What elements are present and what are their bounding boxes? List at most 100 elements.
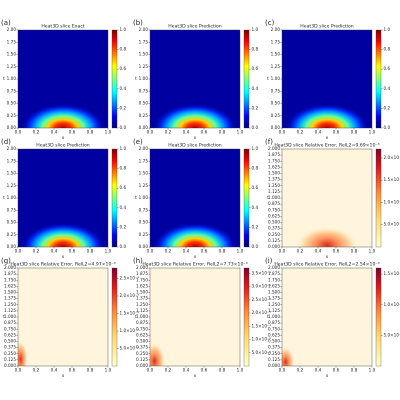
x-tick-label: 0.0 xyxy=(279,130,286,135)
panel-title: Heat3D slice Relative Error, RelL2=7.73×… xyxy=(142,262,247,268)
colorbar-tick-label: 0.2 xyxy=(120,224,127,229)
panel-label: (g) xyxy=(1,257,11,265)
x-tick-label: 0.2 xyxy=(297,249,304,254)
y-tick-label: 1.25 xyxy=(7,183,17,188)
colorbar-tick-label: 0.8 xyxy=(120,166,127,171)
colorbar-tick-label: 0.4 xyxy=(252,205,259,210)
y-tick-label: 1.00 xyxy=(7,76,17,81)
colorbar-tick-label: 0.4 xyxy=(384,86,391,91)
y-tick-label: 0.25 xyxy=(7,232,17,237)
field-hot xyxy=(18,30,108,128)
y-tick-label: 1.750 xyxy=(136,277,148,282)
panel: (f) Heat3D slice Relative Error, RelL2=9.… xyxy=(265,138,400,259)
x-tick-label: 0.8 xyxy=(87,368,94,373)
y-tick-label: 1.875 xyxy=(268,152,280,157)
y-tick-label: 1.000 xyxy=(4,314,16,319)
y-tick-label: 1.750 xyxy=(268,277,280,282)
colorbar-tick-label: 0.4 xyxy=(120,86,127,91)
x-tick-label: 0.0 xyxy=(15,249,22,254)
x-tick-label: 1.0 xyxy=(105,249,112,254)
panel-title: Heat3D slice Prediction xyxy=(168,24,221,30)
y-axis-label: t xyxy=(267,314,269,319)
y-tick-label: 1.625 xyxy=(268,164,280,169)
colorbar-tick-label: 1.0 xyxy=(252,27,259,32)
x-tick-label: 1.0 xyxy=(369,368,376,373)
y-tick-label: 0.50 xyxy=(7,220,17,225)
y-tick-label: 0.500 xyxy=(136,339,148,344)
y-tick-label: 0.750 xyxy=(268,326,280,331)
x-tick-label: 0.0 xyxy=(147,368,154,373)
panel-title: Heat3D slice Relative Error, RelL2=4.97×… xyxy=(10,262,115,268)
y-tick-label: 0.000 xyxy=(268,363,280,368)
x-tick-label: 0.4 xyxy=(51,368,58,373)
panel-title: Heat3D slice Relative Error, RelL2=9.69×… xyxy=(274,143,379,149)
y-tick-label: 1.375 xyxy=(268,296,280,301)
y-tick-label: 1.625 xyxy=(268,283,280,288)
y-tick-label: 2.00 xyxy=(7,27,17,32)
y-tick-label: 0.50 xyxy=(139,101,149,106)
y-axis-label: t xyxy=(135,195,137,200)
y-tick-label: 1.25 xyxy=(7,64,17,69)
colorbar-tick-label: 1.0×10⁻³ xyxy=(384,199,400,204)
x-tick-label: 0.4 xyxy=(183,249,190,254)
colorbar-tick-label: 5.0×10⁻⁴ xyxy=(384,332,400,337)
field-hot xyxy=(18,340,28,366)
y-tick-label: 1.875 xyxy=(4,271,16,276)
colorbar xyxy=(111,29,118,129)
colorbar xyxy=(243,29,250,129)
colorbar-tick-label: 1.5×10⁻³ xyxy=(120,311,140,316)
y-tick-label: 0.50 xyxy=(139,220,149,225)
colorbar-tick-label: 0.2 xyxy=(120,105,127,110)
y-tick-label: 1.875 xyxy=(268,271,280,276)
y-tick-label: 0.750 xyxy=(268,207,280,212)
y-tick-label: 1.75 xyxy=(139,158,149,163)
x-tick-label: 0.0 xyxy=(15,130,22,135)
y-tick-label: 1.50 xyxy=(139,52,149,57)
panel: (e) Heat3D slice Prediction 0.0 0.2 0.4 0.6 0.… xyxy=(133,138,258,259)
y-tick-label: 1.750 xyxy=(268,158,280,163)
colorbar-tick-label: 2.5×10⁻³ xyxy=(252,297,272,302)
y-tick-label: 0.50 xyxy=(271,101,281,106)
field xyxy=(150,30,240,128)
panel-label: (i) xyxy=(265,257,273,265)
colorbar-tick-label: 3.5×10⁻³ xyxy=(252,270,272,275)
y-tick-label: 0.00 xyxy=(7,244,17,249)
colorbar-tick-label: 0.6 xyxy=(252,66,259,71)
colorbar-tick-label: 1.5×10⁻³ xyxy=(384,271,400,276)
colorbar-tick-label: 3.0×10⁻³ xyxy=(252,284,272,289)
x-tick-label: 0.8 xyxy=(351,368,358,373)
y-tick-label: 0.500 xyxy=(268,339,280,344)
y-tick-label: 2.00 xyxy=(7,146,17,151)
y-tick-label: 2.00 xyxy=(139,27,149,32)
field-bg xyxy=(18,268,108,366)
x-tick-label: 0.2 xyxy=(33,130,40,135)
y-tick-label: 0.75 xyxy=(7,207,17,212)
colorbar-tick-label: 1.0 xyxy=(252,146,259,151)
x-tick-label: 0.0 xyxy=(147,130,154,135)
y-axis-label: t xyxy=(3,195,5,200)
x-tick-label: 0.6 xyxy=(69,130,76,135)
colorbar-tick-label: 1.0 xyxy=(384,27,391,32)
panel: (c) Heat3D slice Prediction 0.0 0.2 0.4 0.6 0.… xyxy=(265,19,390,140)
colorbar-tick-label: 0.6 xyxy=(120,185,127,190)
y-tick-label: 0.00 xyxy=(271,125,281,130)
y-tick-label: 0.375 xyxy=(268,226,280,231)
y-tick-label: 1.00 xyxy=(271,76,281,81)
y-tick-label: 0.125 xyxy=(136,357,148,362)
y-tick-label: 0.625 xyxy=(136,332,148,337)
y-tick-label: 1.75 xyxy=(271,39,281,44)
x-tick-label: 1.0 xyxy=(237,130,244,135)
colorbar-tick-label: 0.0 xyxy=(120,125,127,130)
colorbar-tick-label: 0.6 xyxy=(384,66,391,71)
y-tick-label: 1.75 xyxy=(7,39,17,44)
x-tick-label: 0.6 xyxy=(333,249,340,254)
y-tick-label: 1.625 xyxy=(4,283,16,288)
x-tick-label: 0.6 xyxy=(201,368,208,373)
y-axis-label: t xyxy=(267,76,269,81)
y-tick-label: 0.25 xyxy=(139,113,149,118)
panel-title: Heat3D slice Prediction xyxy=(300,24,353,30)
y-tick-label: 0.75 xyxy=(271,88,281,93)
colorbar-tick-label: 1.5×10⁻³ xyxy=(384,177,400,182)
colorbar xyxy=(111,267,118,367)
y-tick-label: 2.000 xyxy=(268,146,280,151)
